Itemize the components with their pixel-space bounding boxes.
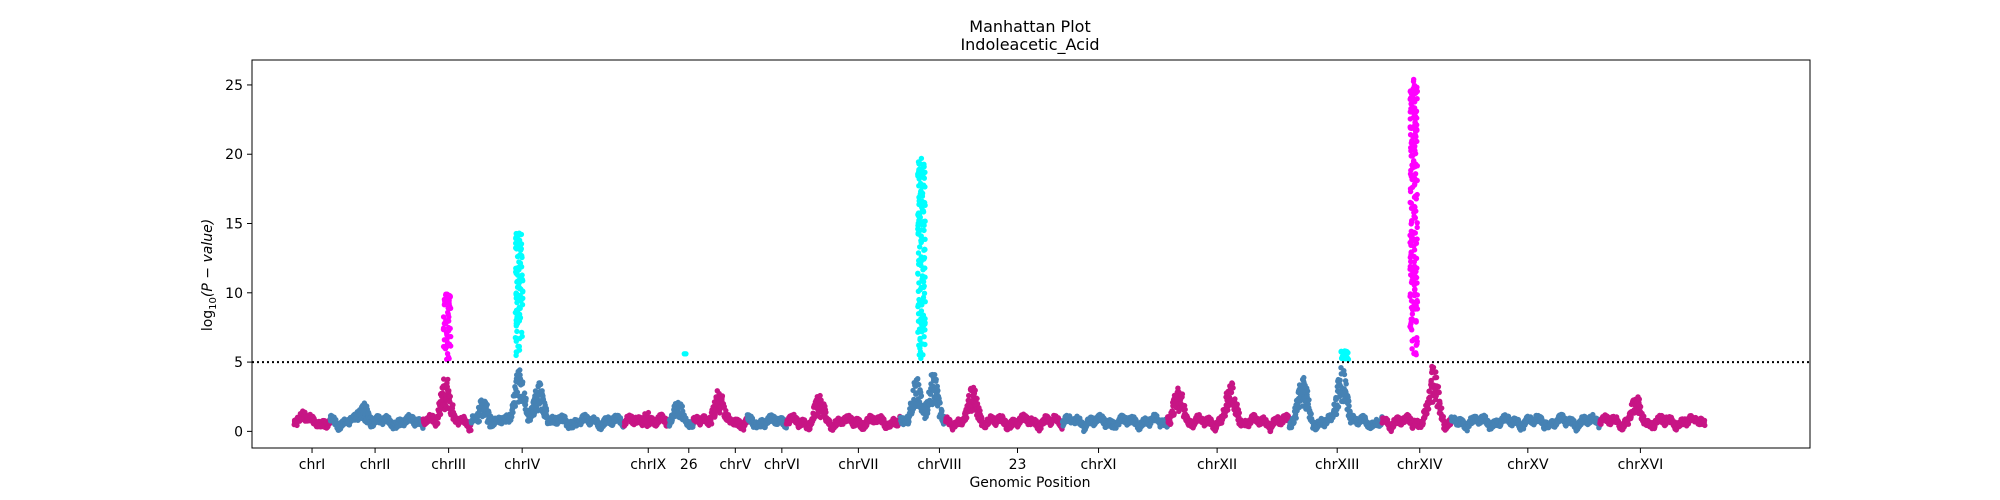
data-point-chrVIII xyxy=(939,408,945,414)
data-point-chrVII xyxy=(817,392,823,399)
data-point-chrIII xyxy=(435,420,441,426)
data-point-chrVIII xyxy=(932,372,938,378)
data-point-chrXIII xyxy=(1333,411,1340,417)
data-point-23 xyxy=(972,387,978,393)
data-point-chrXII xyxy=(1236,410,1243,416)
data-point-chrIII xyxy=(437,411,444,417)
data-point-chrXIII xyxy=(1306,397,1312,403)
data-point-chrIV xyxy=(510,409,516,416)
data-point-chrVIII xyxy=(916,381,922,388)
data-point-chrXII xyxy=(1225,407,1231,413)
data-point-chrXIII xyxy=(1304,388,1311,394)
data-point-chrXV xyxy=(1464,428,1470,434)
data-point-chrXIV xyxy=(1437,400,1443,407)
data-point-chrXVI xyxy=(1625,421,1632,427)
data-point-chrIII xyxy=(450,402,456,408)
data-point-23 xyxy=(974,395,980,402)
data-point-chrIX xyxy=(645,409,652,416)
data-point-chrVII xyxy=(823,409,829,415)
data-point-chrXIII xyxy=(1293,415,1299,421)
data-point-chrXVI xyxy=(1628,414,1634,420)
data-point-23 xyxy=(1038,425,1044,432)
data-point-chrXVI xyxy=(1641,413,1647,419)
data-point-23 xyxy=(966,392,972,399)
data-point-chrVIII xyxy=(918,393,925,399)
data-point-chrVIII xyxy=(906,419,912,425)
data-point-chrIII xyxy=(468,427,474,433)
data-point-chrIII xyxy=(447,393,453,400)
chart-title: Manhattan Plot xyxy=(969,17,1090,36)
data-point-chrXII xyxy=(1222,413,1229,419)
data-point-chrVIII xyxy=(934,383,940,389)
data-point-chrXIV xyxy=(1439,405,1445,411)
data-point-chrXVI xyxy=(1636,396,1643,402)
data-point-chrXII xyxy=(1179,391,1186,397)
data-point-chrVIII xyxy=(927,391,934,397)
data-point-chrIV xyxy=(522,402,529,408)
data-point-chrXII xyxy=(1168,420,1174,427)
data-point-26 xyxy=(679,403,685,409)
data-point-chrVIII xyxy=(937,400,943,406)
data-point-chrXIII xyxy=(1291,419,1297,425)
data-point-chrIV xyxy=(509,414,515,420)
data-point-chrXII xyxy=(1229,381,1236,387)
data-point-chrXII xyxy=(1232,396,1238,402)
data-point-chrXIII xyxy=(1346,403,1352,409)
data-point-chrXIV xyxy=(1440,413,1447,420)
data-point-chrIII xyxy=(441,376,447,382)
data-point-chrIV xyxy=(523,395,529,402)
data-point-chrXIII xyxy=(1308,411,1314,417)
data-point-chrXII xyxy=(1234,401,1240,407)
data-point-chrXIV xyxy=(1428,377,1434,384)
data-point-chrIV xyxy=(476,418,482,424)
data-point-chrXIII xyxy=(1301,374,1307,381)
data-point-chrXIV xyxy=(1433,374,1440,381)
chart-subtitle: Indoleacetic_Acid xyxy=(960,35,1099,55)
data-point-chrIV xyxy=(521,390,528,396)
data-point-chrVIII xyxy=(925,407,931,413)
data-point-chrXIV xyxy=(1430,364,1437,371)
data-point-chrXIV xyxy=(1424,411,1430,417)
data-point-chrV xyxy=(719,393,726,399)
data-point-chrXIII xyxy=(1335,404,1342,410)
data-point-chrIX xyxy=(623,421,629,427)
data-point-chrIII xyxy=(446,388,452,394)
data-points xyxy=(291,76,1708,435)
data-point-chrXII xyxy=(1182,406,1188,413)
data-point-chrVIII xyxy=(910,387,916,394)
data-point-chrV xyxy=(708,421,715,427)
data-point-chrXII xyxy=(1230,385,1236,391)
data-point-chrXIV xyxy=(1435,384,1442,390)
data-point-chrIII xyxy=(445,376,451,383)
data-point-chrI xyxy=(294,422,300,429)
data-point-chrXIV xyxy=(1433,369,1439,375)
data-point-chrIV xyxy=(537,381,544,388)
data-point-chrIV xyxy=(517,367,523,373)
data-point-chrXIII xyxy=(1343,381,1349,387)
data-point-chrXIII xyxy=(1346,398,1352,404)
data-point-chrIV xyxy=(543,408,550,414)
data-point-chrXVI xyxy=(1637,404,1644,410)
data-point-chrV xyxy=(717,410,723,416)
data-point-chrVIII xyxy=(935,387,941,394)
data-point-chrIV xyxy=(520,379,526,385)
data-point-chrVI xyxy=(783,425,789,431)
data-point-chrIV xyxy=(514,389,521,395)
data-point-chrXIII xyxy=(1341,371,1348,378)
data-point-23 xyxy=(964,415,970,421)
data-point-chrXII xyxy=(1228,389,1235,396)
data-point-chrXII xyxy=(1171,411,1177,417)
data-point-chrXIII xyxy=(1337,377,1343,383)
data-point-chrVIII xyxy=(915,376,921,382)
data-point-chrVIII xyxy=(933,376,939,383)
data-point-chrIV xyxy=(484,401,490,408)
data-point-chrXIV xyxy=(1425,406,1432,412)
data-point-chrXIV xyxy=(1436,389,1442,396)
